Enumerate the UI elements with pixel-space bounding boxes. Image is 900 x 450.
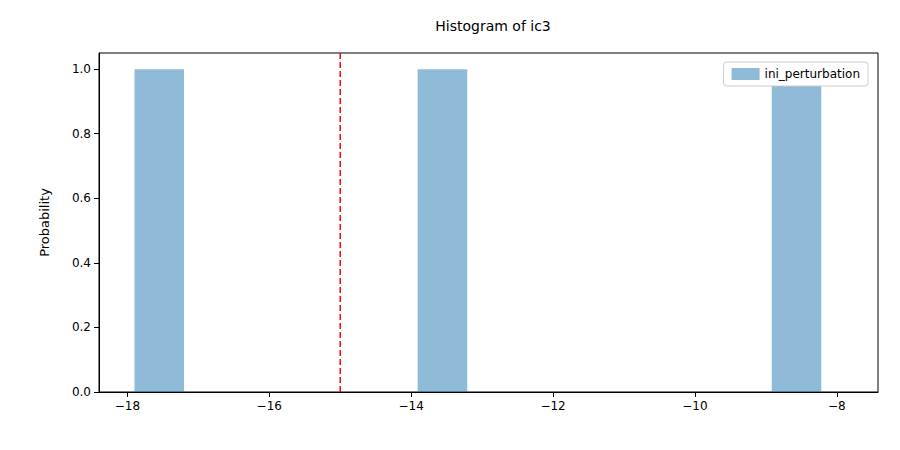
svg-text:−16: −16: [257, 399, 282, 413]
svg-text:0.8: 0.8: [72, 127, 91, 141]
svg-text:−10: −10: [682, 399, 707, 413]
svg-text:−14: −14: [399, 399, 424, 413]
svg-text:−18: −18: [115, 399, 140, 413]
svg-text:Histogram of ic3: Histogram of ic3: [435, 18, 551, 34]
svg-text:Probability: Probability: [37, 188, 52, 257]
svg-text:0.4: 0.4: [72, 256, 91, 270]
svg-text:1.0: 1.0: [72, 62, 91, 76]
svg-text:ini_perturbation: ini_perturbation: [765, 67, 860, 81]
svg-text:0.0: 0.0: [72, 385, 91, 399]
svg-text:−8: −8: [828, 399, 846, 413]
svg-text:−12: −12: [540, 399, 565, 413]
svg-text:0.6: 0.6: [72, 191, 91, 205]
svg-text:0.2: 0.2: [72, 320, 91, 334]
